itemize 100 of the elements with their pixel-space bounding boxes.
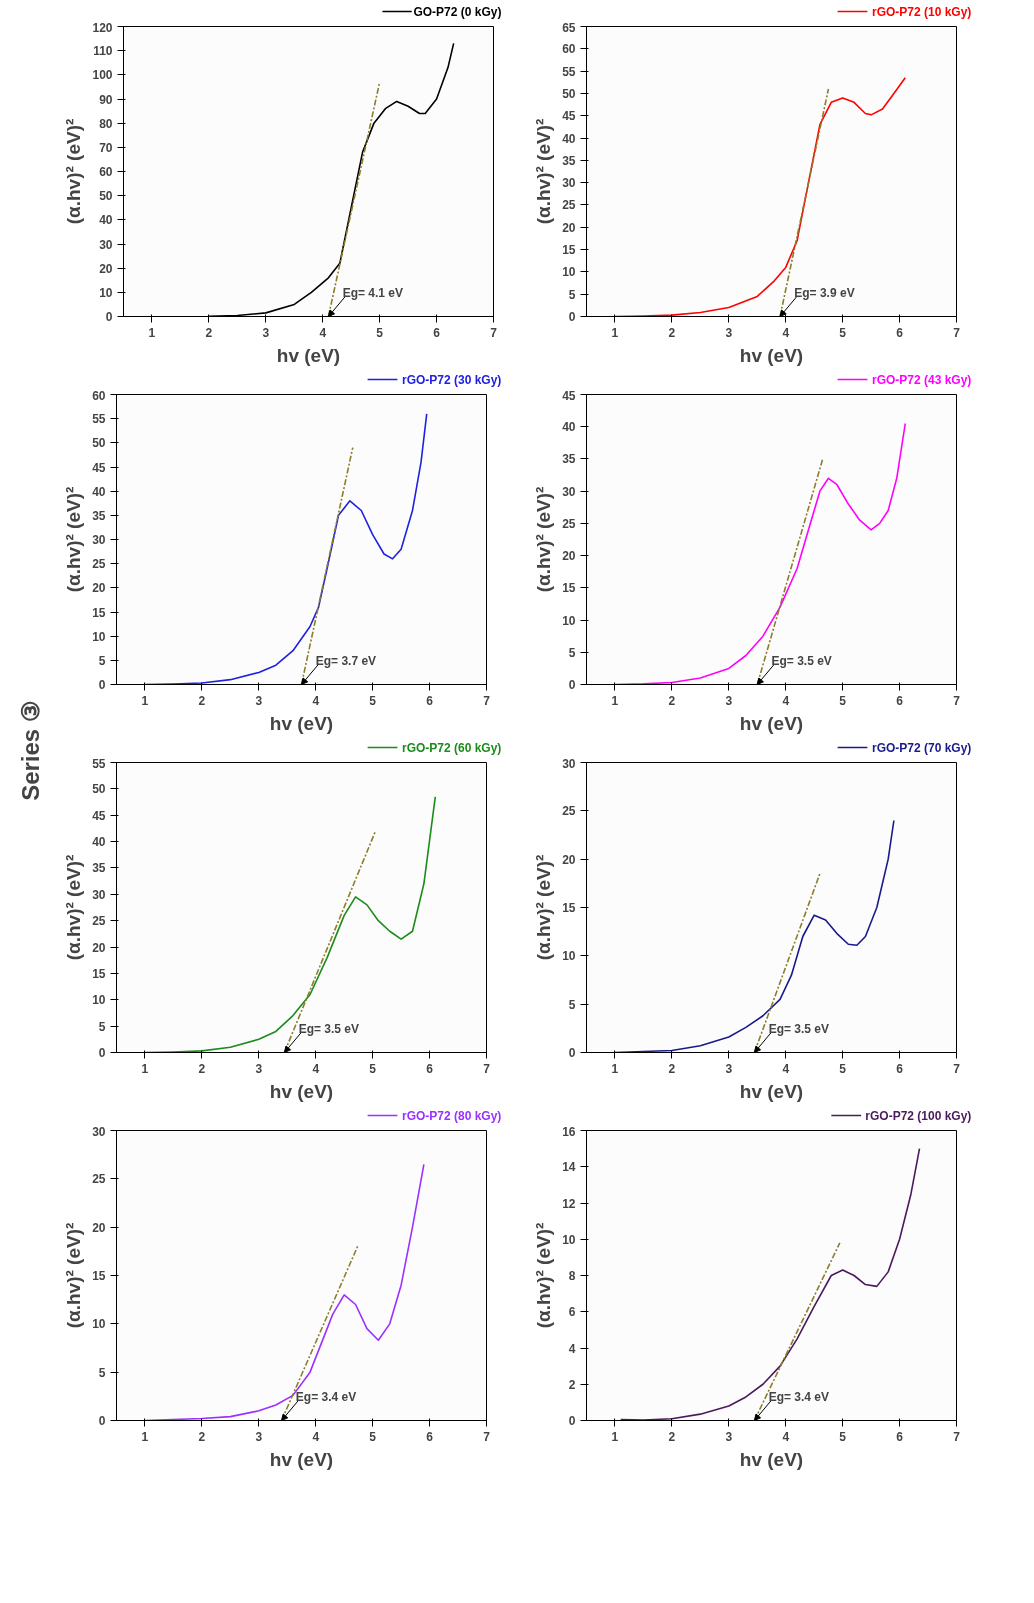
y-axis-title: (α.hv)² (eV)²	[63, 486, 85, 593]
y-tick-label: 20	[562, 549, 576, 564]
x-tick-label: 3	[255, 1429, 263, 1444]
y-tick-label: 20	[92, 1220, 106, 1235]
x-tick-label: 6	[896, 693, 904, 708]
x-tick-label: 4	[312, 1429, 320, 1444]
y-tick-label: 40	[92, 835, 106, 850]
y-tick-label: 10	[99, 285, 113, 300]
x-tick-label: 6	[896, 325, 904, 340]
x-tick-label: 5	[376, 325, 384, 340]
x-tick-label: 4	[782, 1061, 790, 1076]
x-tick-label: 5	[839, 1061, 847, 1076]
y-tick-label: 10	[562, 613, 576, 628]
x-tick-label: 4	[312, 693, 320, 708]
x-tick-label: 1	[611, 1429, 619, 1444]
x-tick-label: 2	[668, 1061, 676, 1076]
x-tick-label: 2	[198, 693, 206, 708]
x-tick-label: 1	[141, 1429, 149, 1444]
y-tick-label: 10	[562, 949, 576, 964]
x-tick-label: 2	[205, 325, 213, 340]
y-tick-label: 90	[99, 92, 113, 107]
y-tick-label: 16	[562, 1124, 576, 1139]
annotation: Eg= 3.9 eV	[794, 286, 855, 301]
y-tick-label: 35	[562, 153, 576, 168]
y-tick-label: 0	[568, 1046, 576, 1060]
y-tick-label: 2	[568, 1377, 576, 1392]
y-tick-label: 45	[562, 109, 576, 124]
y-tick-label: 12	[562, 1196, 576, 1211]
y-tick-label: 40	[92, 484, 106, 499]
y-tick-label: 55	[92, 756, 106, 771]
y-tick-label: 30	[562, 484, 576, 499]
annotation: Eg= 3.7 eV	[315, 654, 377, 669]
y-tick-label: 50	[92, 436, 106, 451]
y-tick-label: 0	[98, 678, 106, 692]
x-tick-label: 3	[725, 693, 733, 708]
x-tick-label: 6	[426, 693, 434, 708]
y-tick-label: 5	[98, 1365, 106, 1380]
y-tick-label: 60	[99, 165, 113, 179]
x-tick-label: 3	[255, 1061, 263, 1076]
y-tick-label: 5	[98, 653, 106, 668]
x-tick-label: 7	[953, 1429, 961, 1444]
y-tick-label: 5	[568, 287, 576, 302]
y-tick-label: 25	[92, 1172, 106, 1187]
y-tick-label: 0	[105, 310, 113, 324]
y-tick-label: 30	[92, 887, 106, 902]
x-tick-label: 5	[839, 693, 847, 708]
y-tick-label: 65	[562, 20, 576, 35]
y-tick-label: 20	[562, 852, 576, 867]
y-tick-label: 20	[562, 220, 576, 235]
x-tick-label: 1	[148, 325, 156, 340]
y-tick-label: 5	[568, 997, 576, 1012]
annotation: Eg= 3.4 eV	[295, 1390, 357, 1405]
x-tick-label: 7	[953, 1061, 961, 1076]
y-tick-label: 40	[562, 131, 576, 146]
x-tick-label: 1	[141, 693, 149, 708]
y-tick-label: 20	[92, 940, 106, 955]
y-tick-label: 20	[92, 581, 106, 596]
y-tick-label: 15	[562, 243, 576, 258]
y-tick-label: 50	[99, 189, 113, 204]
legend-label: rGO-P72 (43 kGy)	[871, 372, 972, 387]
y-tick-label: 25	[562, 516, 576, 531]
legend-label: rGO-P72 (100 kGy)	[865, 1108, 972, 1123]
x-tick-label: 7	[953, 693, 961, 708]
y-tick-label: 25	[92, 914, 106, 929]
y-tick-label: 50	[562, 86, 576, 101]
annotation: Eg= 3.4 eV	[768, 1390, 830, 1405]
y-tick-label: 45	[562, 388, 576, 403]
y-tick-label: 30	[99, 237, 113, 252]
legend-label: rGO-P72 (70 kGy)	[871, 740, 972, 755]
x-tick-label: 6	[896, 1429, 904, 1444]
x-tick-label: 3	[725, 1429, 733, 1444]
x-tick-label: 5	[839, 325, 847, 340]
y-tick-label: 30	[92, 533, 106, 547]
annotation: Eg= 3.5 eV	[298, 1022, 360, 1037]
x-axis-title: hv (eV)	[269, 1448, 334, 1470]
x-tick-label: 2	[198, 1429, 206, 1444]
y-tick-label: 60	[562, 42, 576, 57]
x-tick-label: 7	[483, 1429, 491, 1444]
y-tick-label: 60	[92, 388, 106, 403]
y-tick-label: 20	[99, 261, 113, 276]
y-tick-label: 35	[92, 861, 106, 876]
y-tick-label: 55	[562, 64, 576, 79]
x-tick-label: 7	[953, 325, 961, 340]
y-tick-label: 110	[93, 44, 113, 59]
y-tick-label: 10	[92, 1317, 106, 1332]
x-tick-label: 1	[611, 693, 619, 708]
x-tick-label: 4	[782, 1429, 790, 1444]
x-tick-label: 3	[262, 325, 270, 340]
legend-label: rGO-P72 (10 kGy)	[871, 4, 972, 19]
y-axis-title: (α.hv)² (eV)²	[533, 486, 555, 593]
y-tick-label: 0	[568, 310, 576, 324]
y-tick-label: 10	[562, 1232, 576, 1247]
annotation: Eg= 3.5 eV	[771, 654, 832, 669]
x-tick-label: 4	[312, 1061, 320, 1076]
y-tick-label: 45	[92, 460, 106, 475]
x-tick-label: 3	[725, 1061, 733, 1076]
y-tick-label: 25	[562, 198, 576, 213]
x-tick-label: 3	[725, 325, 733, 340]
x-tick-label: 6	[433, 325, 441, 340]
x-tick-label: 5	[369, 1061, 377, 1076]
